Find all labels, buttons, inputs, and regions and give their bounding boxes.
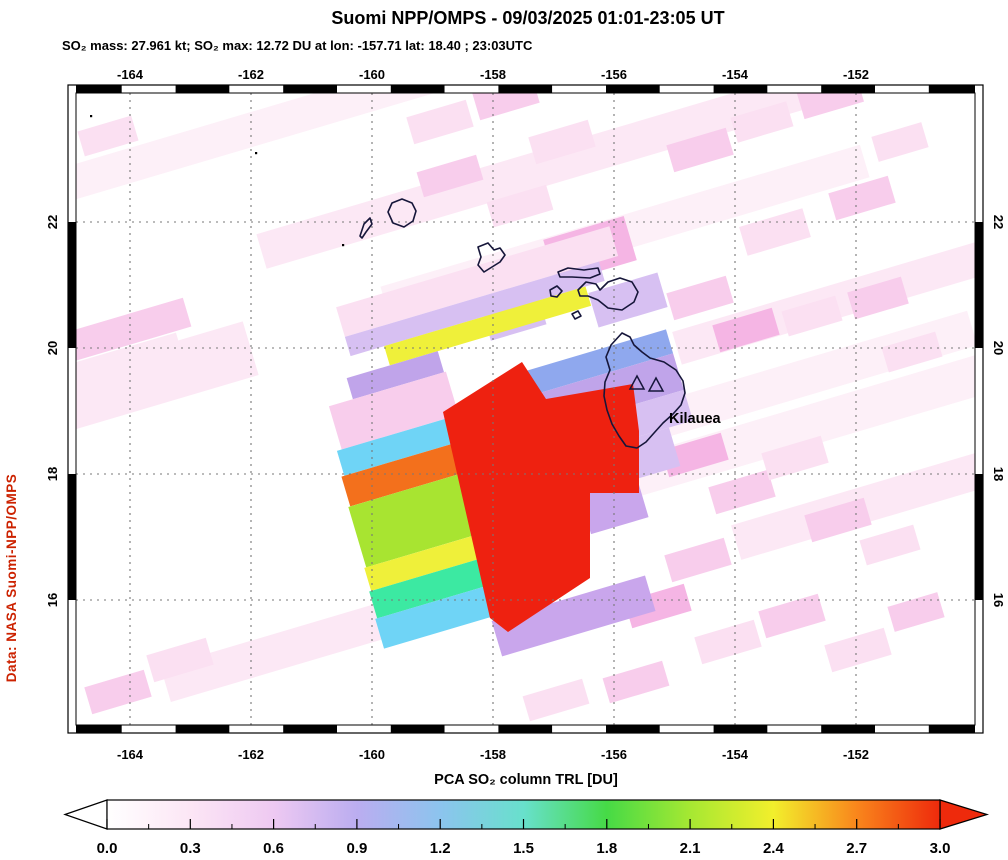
x-tick-label-bottom: -162 bbox=[238, 747, 264, 762]
frame-segment-right bbox=[975, 600, 983, 733]
colorbar-tick-label: 1.2 bbox=[430, 840, 451, 855]
x-tick-label-top: -162 bbox=[238, 67, 264, 82]
colorbar: 0.0 0.3 0.6 0.9 1.2 1.5 1.8 2.1 2.4 2.7 3.0 bbox=[65, 800, 987, 855]
x-tick-label-bottom: -160 bbox=[359, 747, 385, 762]
x-tick-label-bottom: -152 bbox=[843, 747, 869, 762]
frame-segment-top bbox=[498, 85, 552, 93]
x-tick-label-top: -154 bbox=[722, 67, 749, 82]
y-tick-label-left: 22 bbox=[45, 215, 60, 229]
colorbar-tick-label: 0.6 bbox=[263, 840, 284, 855]
x-axis-bottom-ticks: -164 -162 -160 -158 -156 -154 -152 bbox=[117, 747, 869, 762]
frame-segment-bottom bbox=[445, 725, 499, 733]
frame-segment-top bbox=[875, 85, 929, 93]
frame-segment-top bbox=[929, 85, 983, 93]
frame-segment-bottom bbox=[606, 725, 660, 733]
frame-segment-left bbox=[68, 348, 76, 474]
frame-segment-bottom bbox=[122, 725, 176, 733]
frame-segment-bottom bbox=[552, 725, 606, 733]
figure-subtitle: SO₂ mass: 27.961 kt; SO₂ max: 12.72 DU a… bbox=[62, 38, 533, 53]
frame-segment-bottom bbox=[767, 725, 821, 733]
map-plot-area: Kilauea bbox=[0, 40, 1008, 725]
frame-segment-top bbox=[122, 85, 176, 93]
y-tick-label-left: 20 bbox=[45, 341, 60, 355]
colorbar-tick-label: 1.8 bbox=[596, 840, 617, 855]
x-tick-label-bottom: -158 bbox=[480, 747, 506, 762]
colorbar-tick-label: 1.5 bbox=[513, 840, 534, 855]
frame-segment-right bbox=[975, 222, 983, 348]
data-credit-watermark: Data: NASA Suomi-NPP/OMPS bbox=[4, 474, 19, 683]
frame-segment-top bbox=[660, 85, 714, 93]
colorbar-tick-label: 0.0 bbox=[97, 840, 118, 855]
figure-title: Suomi NPP/OMPS - 09/03/2025 01:01-23:05 … bbox=[331, 8, 724, 28]
frame-segment-top bbox=[714, 85, 768, 93]
frame-segment-bottom bbox=[391, 725, 445, 733]
frame-segment-left bbox=[68, 85, 76, 222]
colorbar-tick-label: 2.4 bbox=[763, 840, 785, 855]
frame-segment-bottom bbox=[875, 725, 929, 733]
colorbar-label: PCA SO₂ column TRL [DU] bbox=[434, 772, 618, 788]
x-tick-label-bottom: -156 bbox=[601, 747, 627, 762]
y-tick-label-right: 16 bbox=[991, 593, 1006, 607]
x-axis-top-ticks: -164 -162 -160 -158 -156 -154 -152 bbox=[117, 67, 869, 82]
frame-segment-bottom bbox=[283, 725, 337, 733]
y-axis-left-ticks: 22 20 18 16 bbox=[45, 215, 60, 607]
colorbar-tick-label: 2.1 bbox=[680, 840, 701, 855]
x-tick-label-bottom: -154 bbox=[722, 747, 749, 762]
frame-segment-bottom bbox=[176, 725, 230, 733]
frame-segment-bottom bbox=[714, 725, 768, 733]
y-tick-label-left: 18 bbox=[45, 467, 60, 481]
frame-segment-top bbox=[229, 85, 283, 93]
frame-segment-left bbox=[68, 222, 76, 348]
frame-segment-bottom bbox=[498, 725, 552, 733]
x-tick-label-top: -152 bbox=[843, 67, 869, 82]
frame-segment-right bbox=[975, 85, 983, 222]
speck bbox=[90, 115, 92, 117]
frame-segment-bottom bbox=[337, 725, 391, 733]
x-tick-label-top: -164 bbox=[117, 67, 144, 82]
frame-segment-top bbox=[445, 85, 499, 93]
frame-segment-bottom bbox=[229, 725, 283, 733]
x-tick-label-top: -156 bbox=[601, 67, 627, 82]
frame-segment-top bbox=[283, 85, 337, 93]
frame-segment-top bbox=[337, 85, 391, 93]
frame-segment-top bbox=[767, 85, 821, 93]
frame-segment-top bbox=[821, 85, 875, 93]
frame-segment-left bbox=[68, 474, 76, 600]
frame-segment-top bbox=[552, 85, 606, 93]
volcano-label: Kilauea bbox=[669, 411, 722, 427]
x-tick-label-top: -158 bbox=[480, 67, 506, 82]
x-tick-label-bottom: -164 bbox=[117, 747, 144, 762]
y-tick-label-right: 20 bbox=[991, 341, 1006, 355]
colorbar-tick-label: 3.0 bbox=[930, 840, 951, 855]
y-tick-label-right: 22 bbox=[991, 215, 1006, 229]
frame-segment-top bbox=[176, 85, 230, 93]
y-tick-label-right: 18 bbox=[991, 467, 1006, 481]
colorbar-under-arrow bbox=[65, 800, 107, 829]
frame-segment-top bbox=[68, 85, 122, 93]
colorbar-tick-label: 2.7 bbox=[846, 840, 867, 855]
y-tick-label-left: 16 bbox=[45, 593, 60, 607]
colorbar-tick-label: 0.9 bbox=[346, 840, 367, 855]
frame-segment-bottom bbox=[821, 725, 875, 733]
frame-segment-left bbox=[68, 600, 76, 733]
frame-segment-bottom bbox=[660, 725, 714, 733]
frame-segment-top bbox=[391, 85, 445, 93]
frame-segment-bottom bbox=[929, 725, 983, 733]
frame-segment-top bbox=[606, 85, 660, 93]
speck bbox=[255, 152, 257, 154]
frame-segment-bottom bbox=[68, 725, 122, 733]
speck bbox=[342, 244, 344, 246]
colorbar-tick-label: 0.3 bbox=[180, 840, 201, 855]
x-tick-label-top: -160 bbox=[359, 67, 385, 82]
y-axis-right-ticks: 22 20 18 16 bbox=[991, 215, 1006, 607]
frame-segment-right bbox=[975, 348, 983, 474]
frame-segment-right bbox=[975, 474, 983, 600]
colorbar-over-arrow bbox=[940, 800, 987, 829]
